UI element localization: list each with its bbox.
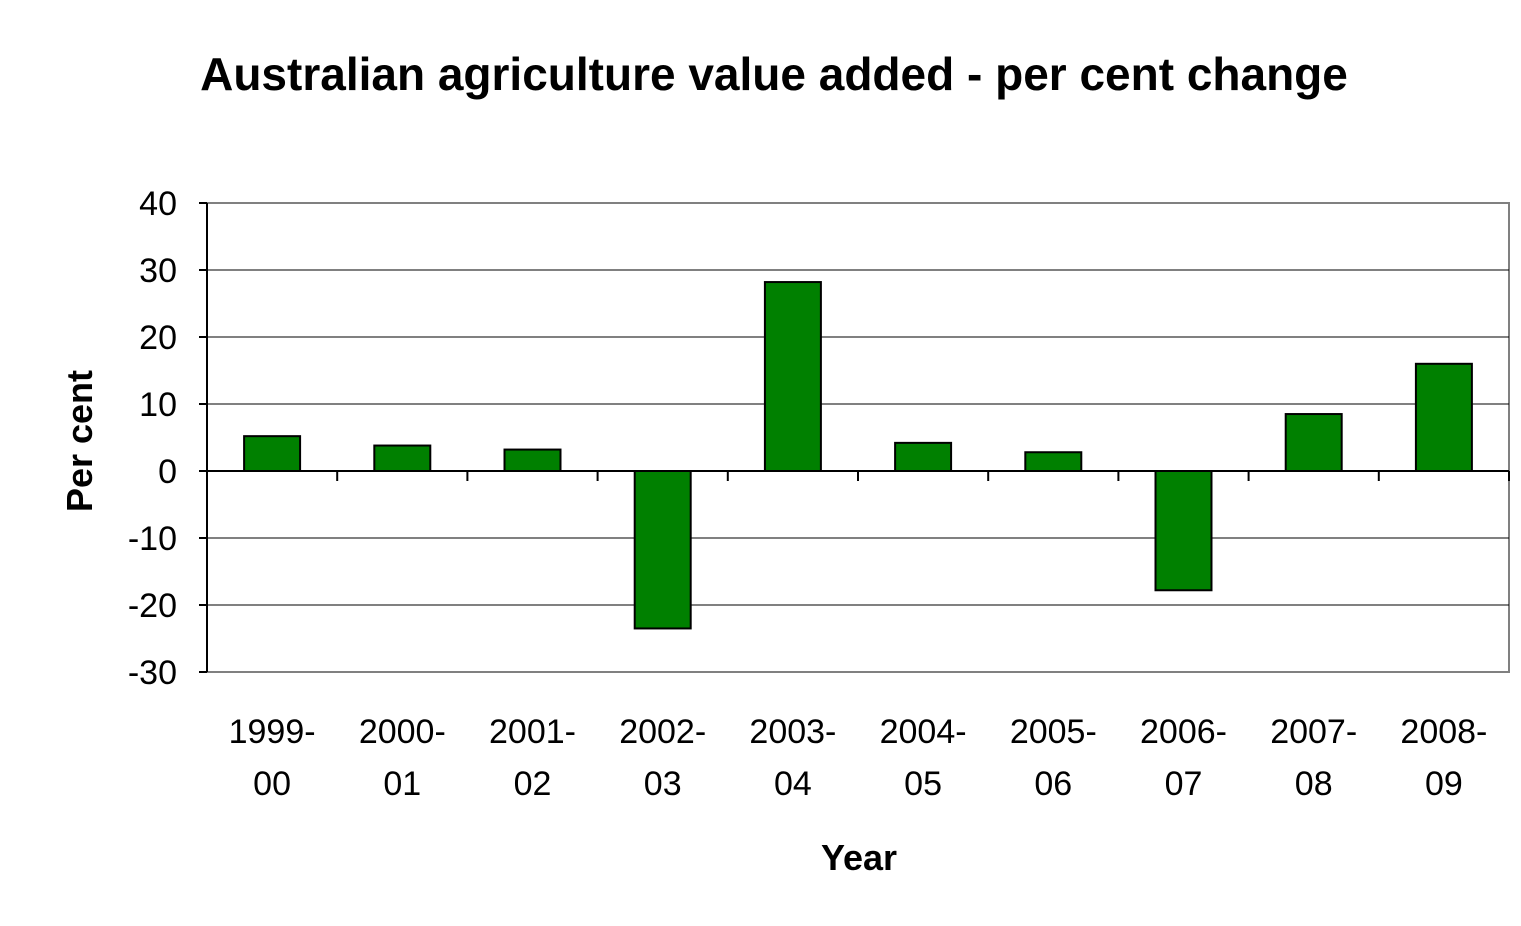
gridlines [207,269,1509,606]
y-tick-label: 20 [139,319,177,357]
bar [373,444,432,473]
x-tick-label: 2008-09 [1400,713,1487,803]
bar [243,435,302,473]
y-tick-label: 40 [139,185,177,223]
y-tick-label: 0 [158,453,177,491]
x-tick-label: 2006-07 [1140,713,1227,803]
bar [503,448,562,472]
x-tick-label: 2002-03 [619,713,706,803]
x-tick-label: 2001-02 [489,713,576,803]
y-axis-title: Per cent [59,370,100,512]
y-tick-label: 30 [139,252,177,290]
x-tick-label: 2007-08 [1270,713,1357,803]
bar [763,281,822,472]
x-tick-label: 2004-05 [880,713,967,803]
bar [1154,470,1213,592]
bar [1414,362,1473,472]
x-tick-label: 2000-01 [359,713,446,803]
bar [1284,413,1343,472]
y-tick-label: -10 [128,520,177,558]
y-tick-label: -20 [128,587,177,625]
chart-title: Australian agriculture value added - per… [200,48,1348,100]
x-axis-title: Year [821,837,897,878]
bar [1024,451,1083,472]
bar [633,470,692,630]
x-tick-label: 1999-00 [229,713,316,803]
x-tick-labels: 1999-00 2000-01 2001-02 2002-03 2003-04 2004-… [229,713,1488,803]
bars [243,281,1473,630]
bar [894,441,953,472]
y-tick-label: 10 [139,386,177,424]
axes [199,202,1510,673]
y-tick-label: -30 [128,654,177,692]
x-tick-label: 2003-04 [749,713,836,803]
x-tick-label: 2005-06 [1010,713,1097,803]
y-tick-labels: 40 30 20 10 0 -10 -20 -30 [128,185,177,692]
